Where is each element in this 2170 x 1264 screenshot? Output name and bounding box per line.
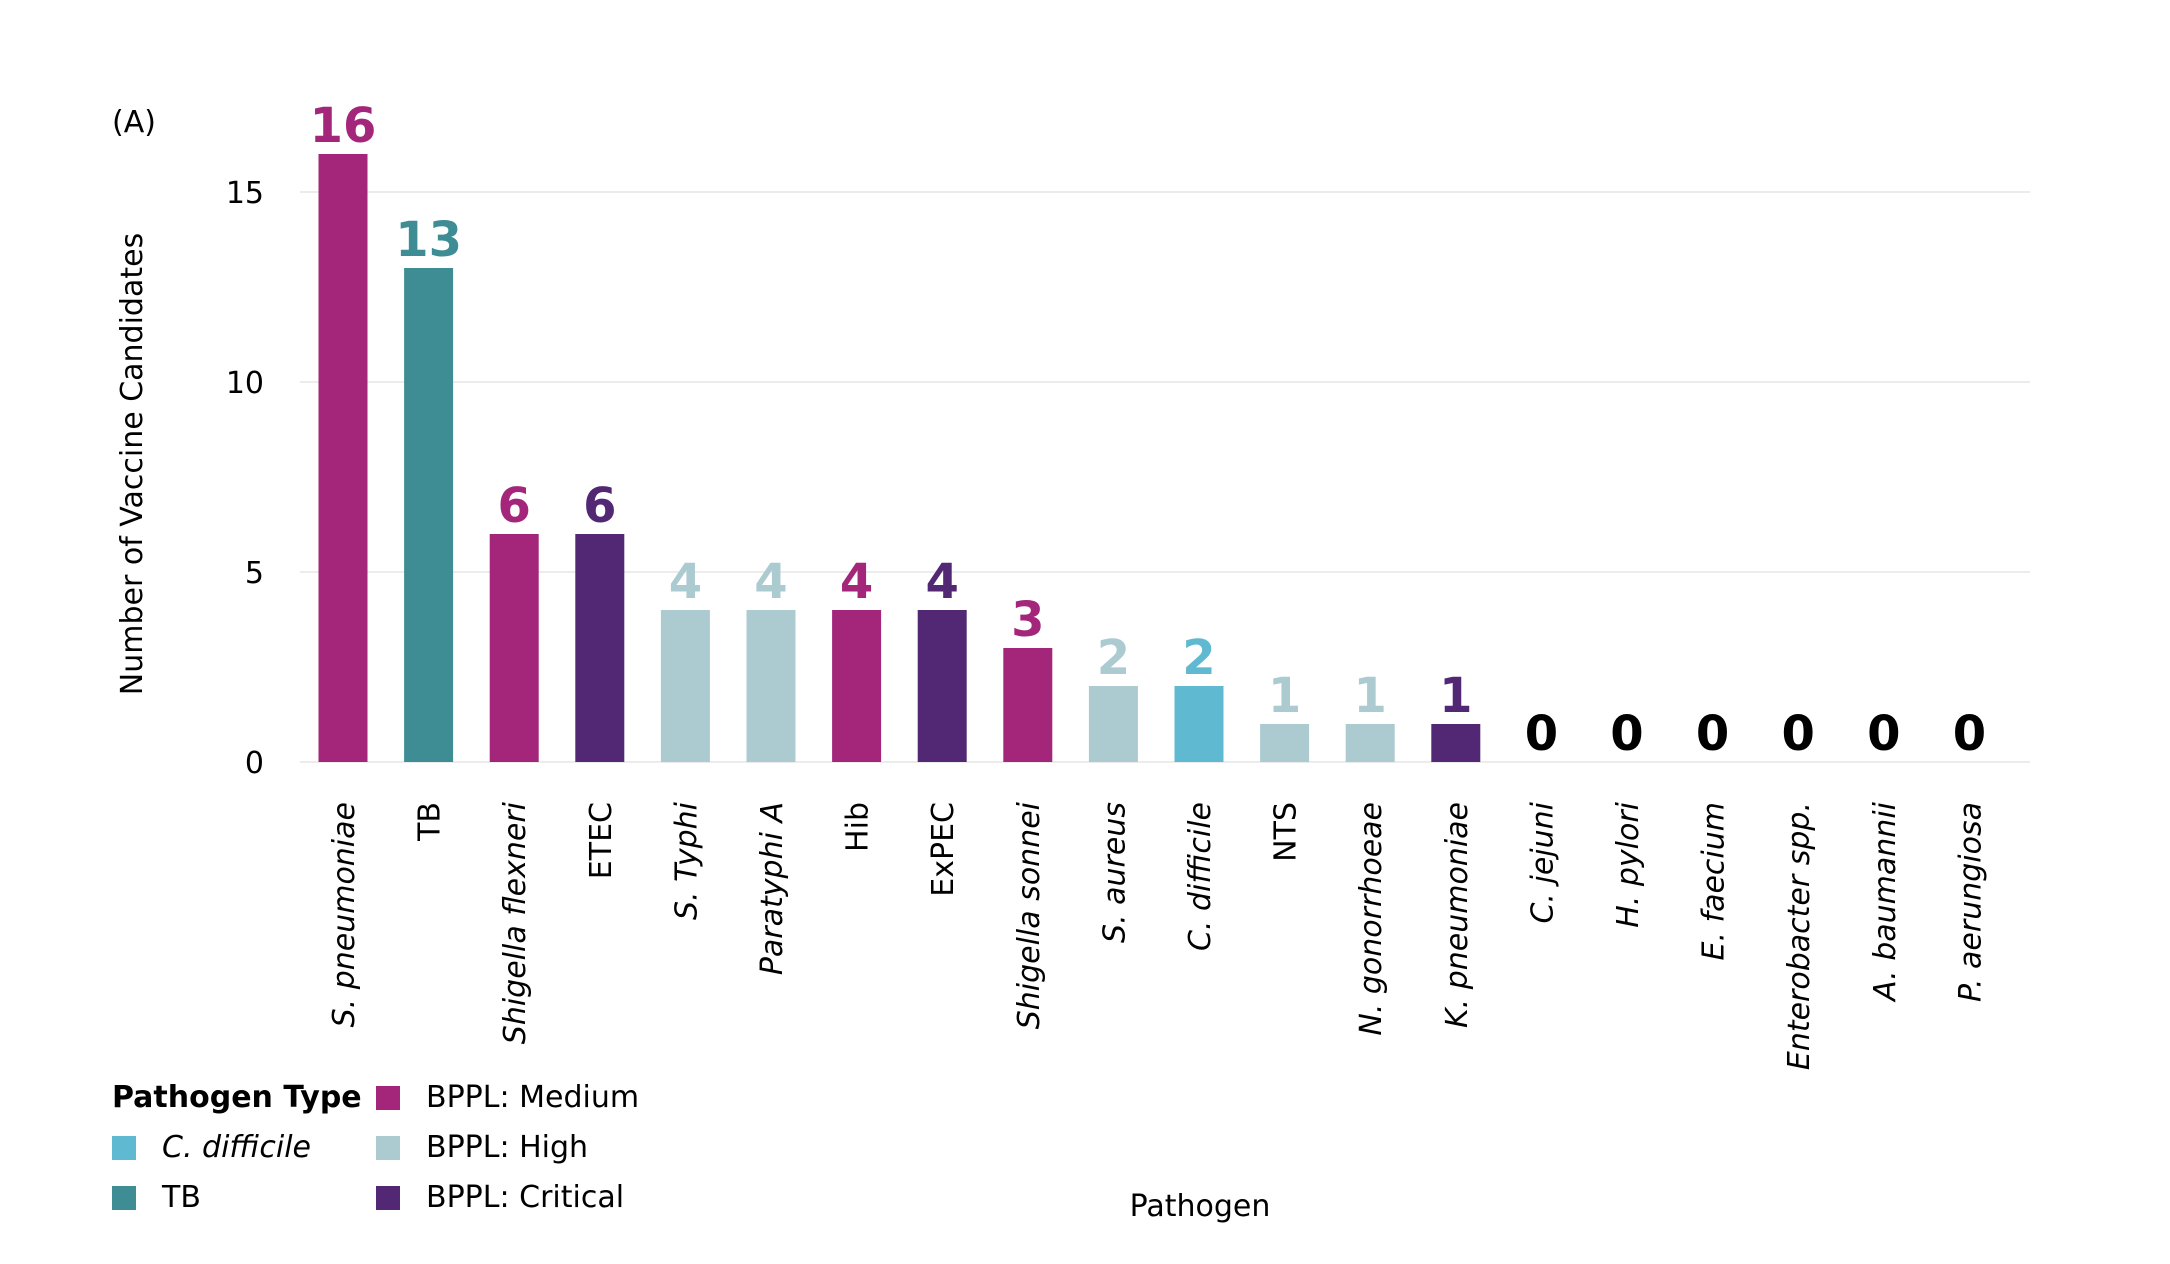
y-tick-label: 15 xyxy=(226,176,264,211)
x-tick-label: A. baumannii xyxy=(1868,801,1903,1003)
y-axis-ticks: 0 5 10 15 xyxy=(226,176,264,781)
x-tick-label: C. jejuni xyxy=(1525,801,1560,923)
bar xyxy=(660,610,710,762)
legend-swatch-medium xyxy=(376,1085,400,1110)
bar xyxy=(318,154,368,762)
x-tick-label: Enterobacter spp. xyxy=(1782,802,1817,1070)
x-tick-label: S. aureus xyxy=(1097,802,1132,943)
data-label: 0 xyxy=(1696,706,1729,762)
data-label: 0 xyxy=(1781,706,1814,762)
panel-label: (A) xyxy=(112,105,156,140)
x-tick-label: Paratyphi A xyxy=(755,802,790,975)
x-tick-label: ExPEC xyxy=(926,802,961,897)
data-label: 0 xyxy=(1610,706,1643,762)
data-label: 2 xyxy=(1182,630,1215,686)
bar xyxy=(746,610,796,762)
legend-label-high: BPPL: High xyxy=(426,1130,589,1165)
x-tick-label: E. faecium xyxy=(1697,802,1732,961)
y-tick-label: 5 xyxy=(245,556,264,591)
x-tick-label: K. pneumoniae xyxy=(1440,802,1475,1028)
data-label: 2 xyxy=(1097,630,1130,686)
legend-item-high: BPPL: High xyxy=(376,1130,588,1165)
legend-swatch-cdiff xyxy=(112,1135,136,1160)
data-label: 1 xyxy=(1439,668,1472,724)
bar xyxy=(1345,724,1395,762)
legend-title: Pathogen Type xyxy=(112,1080,362,1115)
grid-lines xyxy=(300,191,2030,763)
x-tick-label: C. difficile xyxy=(1183,802,1218,951)
x-axis-tick-labels: S. pneumoniae TB Shigella flexneri ETEC S. T… xyxy=(327,801,1988,1070)
x-tick-label: P. aerungiosa xyxy=(1953,802,1988,1002)
bars xyxy=(318,154,1481,762)
legend-item-tb: TB xyxy=(112,1180,201,1215)
x-axis-title: Pathogen xyxy=(1130,1189,1271,1224)
bar xyxy=(1431,724,1481,762)
data-label: 3 xyxy=(1011,592,1044,648)
data-label: 4 xyxy=(925,554,958,610)
data-label: 4 xyxy=(840,554,873,610)
bar xyxy=(1260,724,1310,762)
data-label: 4 xyxy=(754,554,787,610)
bar xyxy=(917,610,967,762)
legend-item-medium: BPPL: Medium xyxy=(376,1080,639,1115)
x-tick-label: N. gonorrhoeae xyxy=(1354,802,1389,1036)
y-tick-label: 0 xyxy=(245,746,264,781)
bar xyxy=(1088,686,1138,762)
data-label: 6 xyxy=(583,478,616,534)
legend-label-cdiff: C. difficile xyxy=(162,1130,312,1165)
x-tick-label: ETEC xyxy=(584,802,619,879)
x-tick-label: NTS xyxy=(1269,802,1304,862)
x-tick-label: Hib xyxy=(841,802,876,852)
data-label: 1 xyxy=(1353,668,1386,724)
data-label: 4 xyxy=(669,554,702,610)
bar xyxy=(1003,648,1053,762)
x-tick-label: S. pneumoniae xyxy=(327,802,362,1027)
data-label: 0 xyxy=(1525,706,1558,762)
data-label: 16 xyxy=(310,98,377,154)
data-label: 0 xyxy=(1867,706,1900,762)
bar xyxy=(404,268,454,762)
x-tick-label: Shigella sonnei xyxy=(1012,801,1047,1029)
bar xyxy=(575,534,625,762)
legend-swatch-tb xyxy=(112,1185,136,1210)
data-label: 13 xyxy=(395,212,462,268)
y-tick-label: 10 xyxy=(226,366,264,401)
x-tick-label: S. Typhi xyxy=(669,801,704,920)
legend-swatch-high xyxy=(376,1135,400,1160)
legend-item-cdiff: C. difficile xyxy=(112,1130,311,1165)
legend-label-medium: BPPL: Medium xyxy=(426,1080,640,1115)
data-label: 1 xyxy=(1268,668,1301,724)
x-tick-label: TB xyxy=(413,802,448,842)
y-axis-title: Number of Vaccine Candidates xyxy=(115,233,150,695)
legend-label-critical: BPPL: Critical xyxy=(426,1180,625,1215)
legend-item-critical: BPPL: Critical xyxy=(376,1180,624,1215)
data-label: 6 xyxy=(497,478,530,534)
x-tick-label: H. pylori xyxy=(1611,801,1646,927)
data-label: 0 xyxy=(1953,706,1986,762)
bar xyxy=(1174,686,1224,762)
bar xyxy=(832,610,882,762)
legend-label-tb: TB xyxy=(162,1180,201,1215)
legend-swatch-critical xyxy=(376,1185,400,1210)
bar xyxy=(489,534,539,762)
x-tick-label: Shigella flexneri xyxy=(498,801,533,1044)
